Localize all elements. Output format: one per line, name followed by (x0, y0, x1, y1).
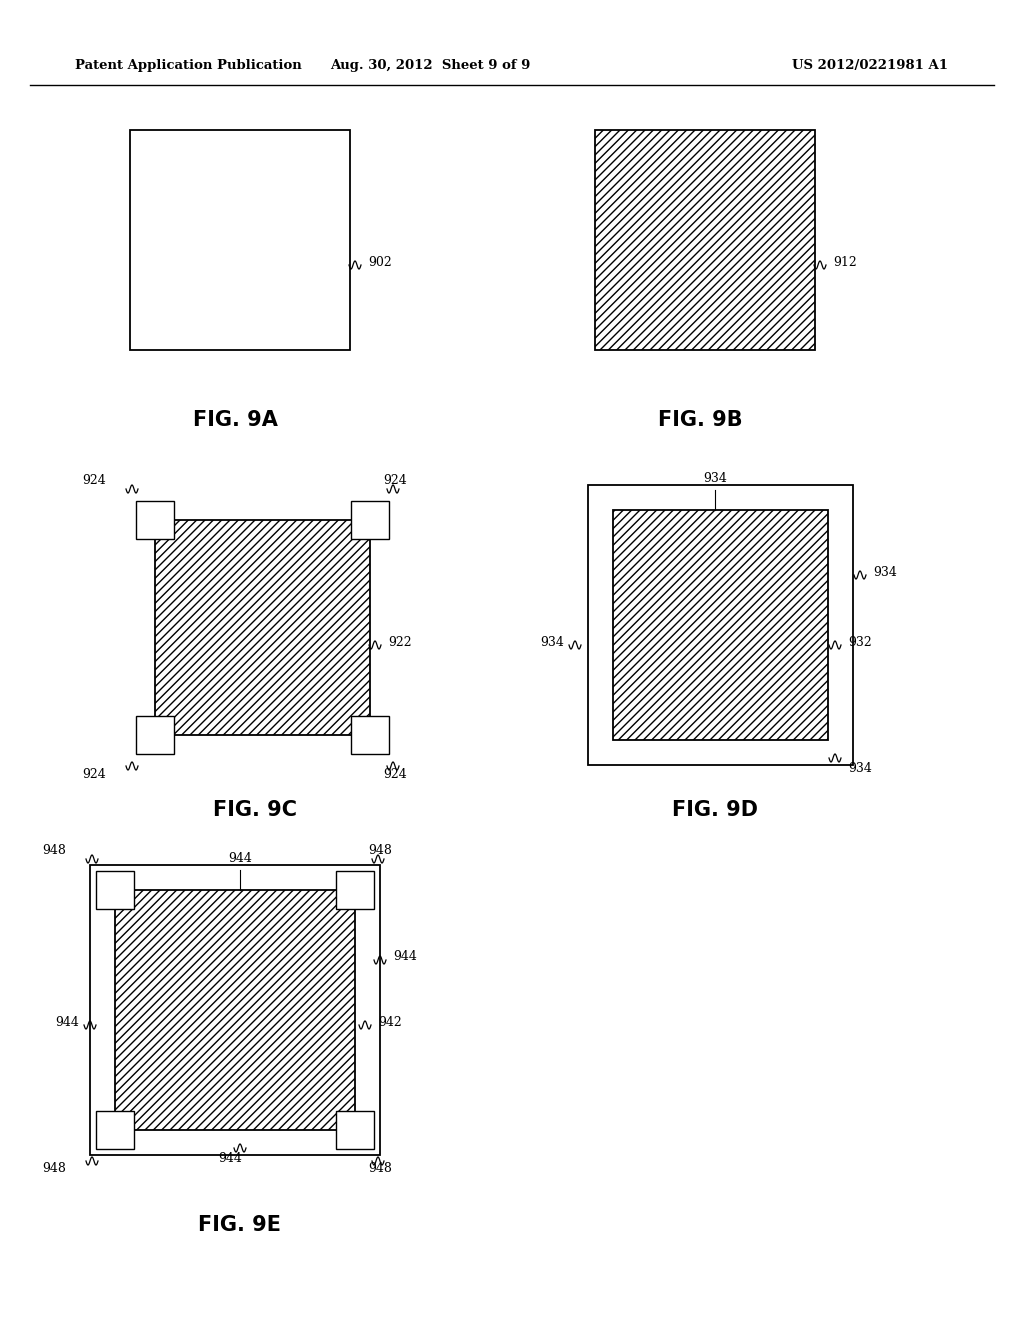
Text: 948: 948 (42, 1163, 66, 1176)
Text: 934: 934 (873, 565, 897, 578)
Text: 912: 912 (833, 256, 857, 268)
Text: 924: 924 (383, 474, 407, 487)
Bar (96, 871, 134, 909)
Text: FIG. 9B: FIG. 9B (657, 411, 742, 430)
Bar (351, 502, 389, 539)
Text: 924: 924 (82, 474, 105, 487)
Text: 942: 942 (378, 1015, 401, 1028)
Text: FIG. 9C: FIG. 9C (213, 800, 297, 820)
Bar (136, 502, 174, 539)
Bar (588, 484, 853, 766)
Text: 948: 948 (42, 845, 66, 858)
Bar (155, 520, 370, 735)
Text: 934: 934 (703, 471, 727, 484)
Text: FIG. 9E: FIG. 9E (199, 1214, 282, 1236)
Text: 944: 944 (55, 1015, 79, 1028)
Text: 948: 948 (368, 1163, 392, 1176)
Text: FIG. 9D: FIG. 9D (672, 800, 758, 820)
Bar (351, 715, 389, 754)
Text: 932: 932 (848, 635, 871, 648)
Text: Aug. 30, 2012  Sheet 9 of 9: Aug. 30, 2012 Sheet 9 of 9 (330, 58, 530, 71)
Bar (595, 129, 815, 350)
Bar (115, 890, 355, 1130)
Bar (336, 871, 374, 909)
Bar (613, 510, 828, 741)
Text: 948: 948 (368, 845, 392, 858)
Bar (90, 865, 380, 1155)
Text: 924: 924 (383, 767, 407, 780)
Bar (130, 129, 350, 350)
Text: 944: 944 (218, 1151, 242, 1164)
Text: FIG. 9A: FIG. 9A (193, 411, 278, 430)
Text: 924: 924 (82, 767, 105, 780)
Text: 934: 934 (540, 635, 564, 648)
Bar (336, 1111, 374, 1148)
Bar (96, 1111, 134, 1148)
Text: 922: 922 (388, 635, 412, 648)
Text: US 2012/0221981 A1: US 2012/0221981 A1 (792, 58, 948, 71)
Text: Patent Application Publication: Patent Application Publication (75, 58, 302, 71)
Text: 902: 902 (368, 256, 392, 268)
Text: 934: 934 (848, 762, 871, 775)
Text: 944: 944 (228, 851, 252, 865)
Bar (136, 715, 174, 754)
Text: 944: 944 (393, 950, 417, 964)
